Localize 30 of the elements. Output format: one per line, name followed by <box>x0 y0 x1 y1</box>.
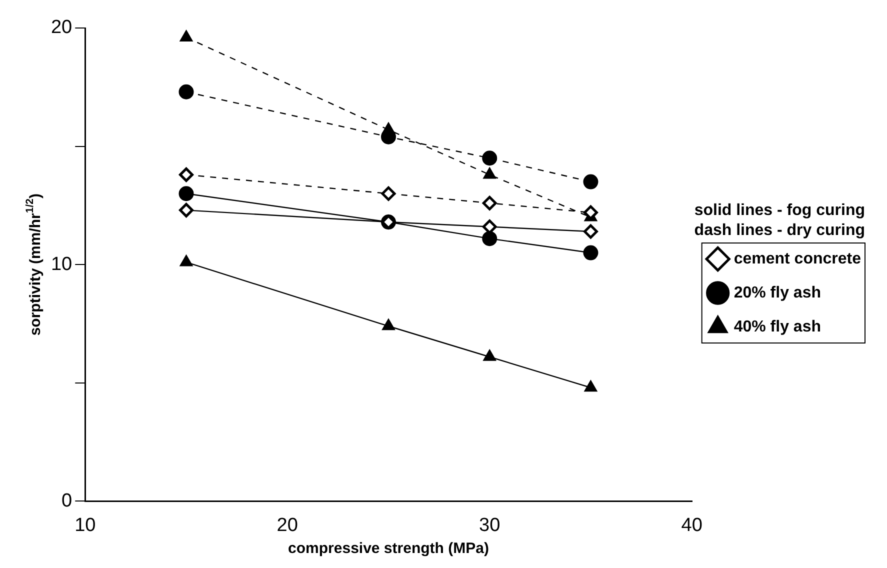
text: solid lines - fog curing <box>694 202 865 219</box>
legend-label: 40% fly ash <box>734 318 821 336</box>
x-tick-label: 30 <box>479 514 500 536</box>
point <box>178 186 194 202</box>
point <box>180 254 193 266</box>
y-tick-label: 0 <box>62 490 72 512</box>
legend-label: cement concrete <box>734 250 862 268</box>
y-tick-label: 20 <box>50 17 72 38</box>
text: dash lines - dry curing <box>694 222 865 239</box>
point <box>482 150 498 166</box>
point <box>178 84 194 100</box>
point <box>482 219 497 234</box>
point <box>382 318 396 330</box>
point <box>381 186 396 201</box>
legend-label: 20% fly ash <box>734 284 821 302</box>
y-tick-label: 10 <box>50 254 72 275</box>
point <box>179 202 194 218</box>
y-axis-title: sorptivity (mm/hr1/2) <box>24 194 44 336</box>
x-axis-title: compressive strength (MPa) <box>288 540 489 558</box>
point <box>483 349 496 361</box>
x-tick-label: 40 <box>681 514 702 536</box>
x-tick-label: 10 <box>74 514 96 536</box>
point <box>584 380 598 392</box>
x-tick-label: 20 <box>276 514 298 536</box>
point <box>482 196 497 210</box>
point <box>583 224 598 239</box>
point <box>583 245 598 260</box>
point <box>583 174 598 190</box>
point <box>482 231 498 246</box>
point <box>179 167 194 182</box>
